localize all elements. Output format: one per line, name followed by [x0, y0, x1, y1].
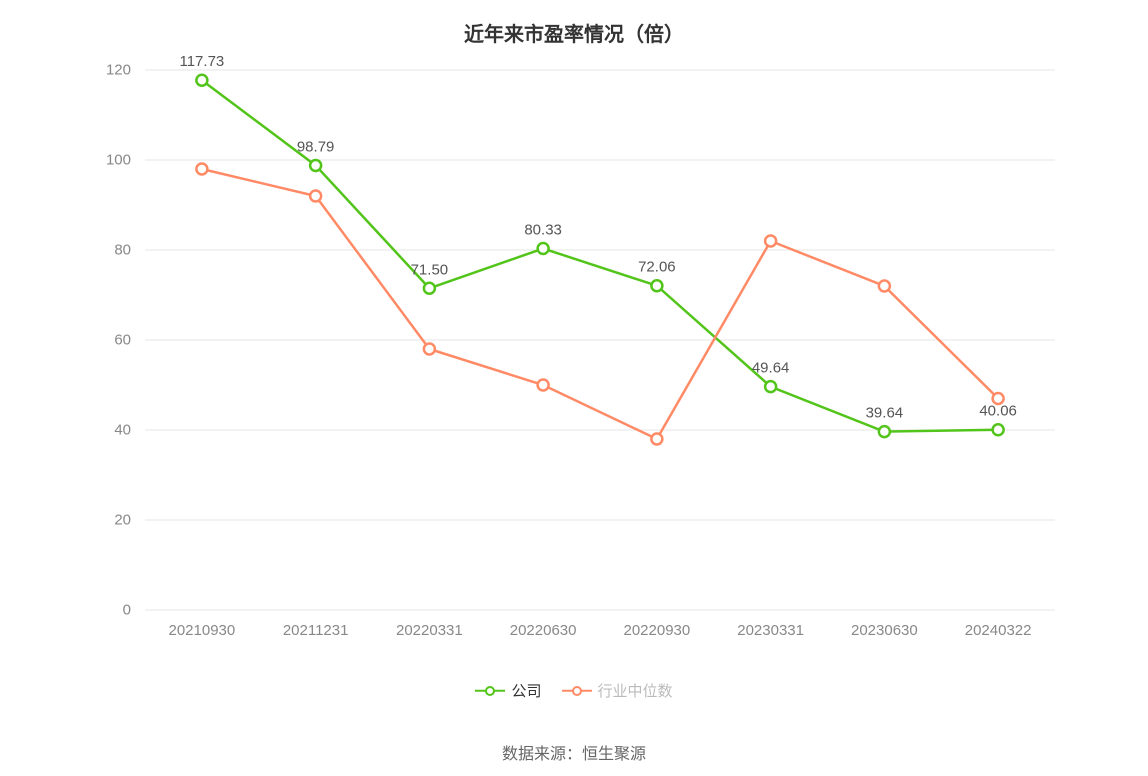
- y-tick-label: 100: [106, 152, 131, 169]
- marker-industry_median: [196, 164, 207, 175]
- plot-area: 117.7398.7971.5080.3372.0649.6439.6440.0…: [145, 70, 1055, 610]
- data-label-company: 117.73: [179, 53, 224, 70]
- marker-company: [538, 243, 549, 254]
- chart-title: 近年来市盈率情况（倍）: [0, 18, 1148, 47]
- series-line-company: [202, 80, 998, 431]
- marker-company: [879, 426, 890, 437]
- data-label-company: 98.79: [297, 138, 335, 155]
- legend-item-industry_median[interactable]: 行业中位数: [562, 680, 673, 701]
- legend-swatch-icon: [562, 684, 592, 698]
- y-tick-label: 0: [123, 602, 131, 619]
- marker-company: [765, 381, 776, 392]
- marker-company: [310, 160, 321, 171]
- legend: 公司 行业中位数: [0, 680, 1148, 703]
- x-tick-label: 20240322: [965, 622, 1032, 639]
- series-line-industry_median: [202, 169, 998, 439]
- x-tick-label: 20210930: [169, 622, 236, 639]
- x-tick-label: 20220331: [396, 622, 463, 639]
- y-tick-label: 120: [106, 62, 131, 79]
- data-label-company: 39.64: [866, 405, 904, 422]
- legend-label: 行业中位数: [598, 680, 673, 701]
- legend-swatch-icon: [475, 684, 505, 698]
- x-tick-label: 20230630: [851, 622, 918, 639]
- x-tick-label: 20220630: [510, 622, 577, 639]
- marker-company: [196, 75, 207, 86]
- marker-industry_median: [424, 344, 435, 355]
- legend-label: 公司: [511, 680, 541, 701]
- source-prefix: 数据来源：: [502, 746, 582, 763]
- data-source: 数据来源：恒生聚源: [0, 740, 1148, 764]
- data-label-company: 72.06: [638, 259, 676, 276]
- marker-company: [424, 283, 435, 294]
- x-tick-label: 20230331: [737, 622, 804, 639]
- y-tick-label: 40: [114, 422, 131, 439]
- marker-industry_median: [310, 191, 321, 202]
- marker-company: [993, 424, 1004, 435]
- marker-industry_median: [993, 393, 1004, 404]
- marker-industry_median: [879, 281, 890, 292]
- data-label-company: 49.64: [752, 360, 790, 377]
- legend-item-company[interactable]: 公司: [475, 680, 541, 701]
- x-tick-label: 20220930: [624, 622, 691, 639]
- data-label-company: 80.33: [524, 222, 562, 239]
- data-label-company: 40.06: [979, 403, 1017, 420]
- marker-industry_median: [651, 434, 662, 445]
- source-name: 恒生聚源: [582, 746, 646, 763]
- chart-container: 近年来市盈率情况（倍） 117.73 98.79 71.50 80.33 72.06 49…: [0, 0, 1148, 776]
- x-tick-label: 20211231: [283, 622, 349, 639]
- data-label-company: 71.50: [411, 261, 449, 278]
- y-tick-label: 20: [114, 512, 131, 529]
- marker-industry_median: [765, 236, 776, 247]
- y-tick-label: 80: [114, 242, 131, 259]
- y-tick-label: 60: [114, 332, 131, 349]
- marker-company: [651, 280, 662, 291]
- marker-industry_median: [538, 380, 549, 391]
- chart-svg: 117.7398.7971.5080.3372.0649.6439.6440.0…: [145, 70, 1055, 610]
